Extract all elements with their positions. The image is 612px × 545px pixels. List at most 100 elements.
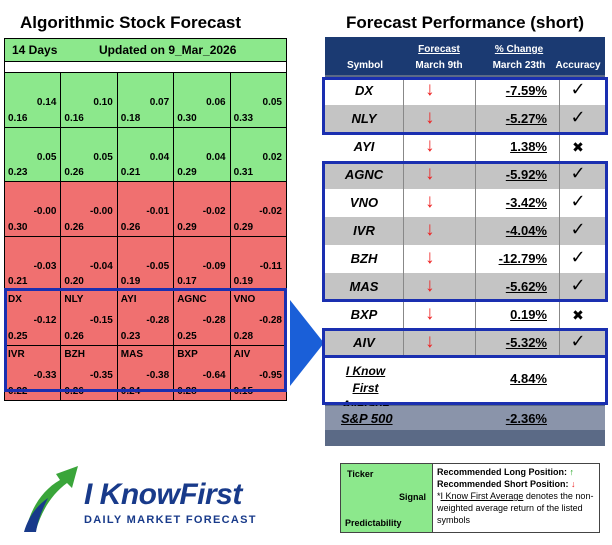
- row-symbol: VNO: [349, 195, 379, 210]
- cell-predictability: 0.21: [120, 167, 141, 179]
- table-row: BZH ↓ -12.79% ✓: [325, 245, 605, 273]
- column-divider: [475, 217, 476, 245]
- check-icon: ✓: [570, 247, 586, 267]
- column-divider: [403, 245, 404, 273]
- cell-signal: -0.11: [259, 260, 282, 272]
- row-change: -3.42%: [505, 195, 547, 210]
- header-accuracy: Accuracy: [555, 60, 601, 71]
- legend-cell-sample: Ticker Signal Predictability: [341, 464, 433, 532]
- row-symbol: NLY: [351, 111, 377, 126]
- cell-signal: -0.01: [146, 206, 170, 218]
- average-row: I Know First Average 4.84%: [325, 356, 605, 412]
- cell-signal: 0.05: [93, 151, 113, 163]
- row-change: 0.19%: [510, 307, 547, 322]
- cell-predictability: 0.25: [177, 330, 197, 342]
- cell-signal: -0.09: [202, 260, 226, 272]
- down-arrow-icon: ↓: [571, 479, 576, 489]
- legend-note-link[interactable]: I Know First Average: [440, 491, 524, 501]
- header-symbol: Symbol: [346, 60, 384, 71]
- cell-predictability: 0.30: [8, 221, 28, 233]
- cell-predictability: 0.15: [233, 385, 254, 397]
- column-divider: [475, 105, 476, 133]
- performance-table: Symbol Forecast March 9th % Change March…: [322, 37, 608, 446]
- column-divider: [559, 77, 560, 105]
- heatmap-cell: AIV -0.95 0.15: [230, 345, 287, 401]
- legend-box: Ticker Signal Predictability Recommended…: [340, 463, 600, 533]
- cell-signal: 0.07: [149, 97, 170, 108]
- column-divider: [475, 273, 476, 301]
- cell-signal: -0.15: [90, 315, 113, 327]
- cell-predictability: 0.16: [8, 112, 28, 124]
- logo-brand: I KnowFirst: [84, 478, 242, 511]
- iknowfirst-logo[interactable]: I KnowFirst DAILY MARKET FORECAST: [20, 460, 280, 536]
- heatmap-cell: -0.04 0.20: [61, 236, 118, 292]
- column-divider: [403, 301, 404, 329]
- heatmap-cell: DX -0.12 0.25: [5, 291, 62, 346]
- heatmap-cell: -0.02 0.29: [174, 182, 231, 237]
- cell-symbol: AIV: [233, 348, 251, 360]
- heatmap-cell: 0.06 0.30: [174, 73, 231, 128]
- cell-predictability: 0.29: [177, 167, 197, 179]
- header-change-date: March 23th: [492, 60, 546, 71]
- cell-symbol: NLY: [64, 294, 84, 306]
- table-row: IVR ↓ -4.04% ✓: [325, 217, 605, 245]
- row-symbol: AGNC: [344, 167, 384, 182]
- cell-symbol: BXP: [177, 348, 198, 360]
- cell-predictability: 0.33: [233, 112, 254, 124]
- column-divider: [559, 301, 560, 329]
- cell-predictability: 0.21: [8, 276, 28, 288]
- bull-arrow-logo-icon: [24, 466, 78, 532]
- cell-predictability: 0.22: [8, 385, 28, 397]
- heatmap-cell: NLY -0.15 0.26: [61, 291, 118, 346]
- column-divider: [403, 77, 404, 105]
- column-divider: [403, 217, 404, 245]
- row-symbol: MAS: [349, 279, 379, 294]
- column-divider: [559, 161, 560, 189]
- cell-signal: 0.04: [149, 151, 170, 163]
- cell-predictability: 0.24: [120, 385, 141, 397]
- column-divider: [559, 329, 560, 357]
- cell-signal: -0.02: [259, 206, 282, 218]
- legend-ticker: Ticker: [347, 469, 374, 479]
- cell-signal: -0.02: [202, 206, 226, 218]
- check-icon: ✓: [570, 275, 586, 295]
- down-arrow-icon: ↓: [425, 79, 435, 100]
- row-change: -5.62%: [505, 279, 547, 294]
- cell-signal: 0.06: [206, 97, 226, 108]
- heatmap-cell: VNO -0.28 0.28: [230, 291, 287, 346]
- column-divider: [403, 105, 404, 133]
- heatmap-cell: 0.04 0.21: [117, 127, 175, 183]
- cell-predictability: 0.19: [233, 276, 254, 288]
- heatmap-cell: 0.02 0.31: [230, 127, 287, 183]
- heatmap-cell: 0.10 0.16: [61, 73, 118, 128]
- cell-signal: -0.38: [146, 369, 170, 381]
- cell-predictability: 0.17: [177, 276, 197, 288]
- legend-predictability: Predictability: [345, 518, 402, 528]
- column-divider: [403, 133, 404, 161]
- cell-predictability: 0.31: [233, 167, 254, 179]
- cell-signal: -0.00: [90, 206, 113, 218]
- sp500-label[interactable]: S&P 500: [341, 411, 393, 426]
- cell-symbol: MAS: [120, 348, 144, 360]
- cell-predictability: 0.29: [177, 221, 197, 233]
- left-title: Algorithmic Stock Forecast: [20, 13, 242, 32]
- row-symbol: DX: [354, 83, 374, 98]
- table-row: AYI ↓ 1.38% ✖: [325, 133, 605, 161]
- cell-predictability: 0.26: [120, 221, 141, 233]
- heatmap-cell: 0.14 0.16: [5, 73, 62, 128]
- row-change: 1.38%: [510, 139, 547, 154]
- table-row: DX ↓ -7.59% ✓: [325, 77, 605, 105]
- cell-predictability: 0.29: [233, 221, 254, 233]
- cell-symbol: VNO: [233, 294, 256, 306]
- cell-signal: -0.28: [202, 315, 226, 327]
- row-symbol: AYI: [353, 139, 375, 154]
- cell-predictability: 0.25: [8, 330, 28, 342]
- pointer-arrow-icon: [290, 300, 324, 386]
- check-icon: ✓: [570, 163, 586, 183]
- down-arrow-icon: ↓: [425, 247, 435, 268]
- cell-predictability: 0.26: [64, 330, 84, 342]
- column-divider: [559, 105, 560, 133]
- table-row: AGNC ↓ -5.92% ✓: [325, 161, 605, 189]
- check-icon: ✓: [570, 219, 586, 239]
- cell-signal: -0.00: [33, 206, 57, 218]
